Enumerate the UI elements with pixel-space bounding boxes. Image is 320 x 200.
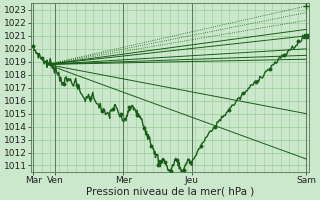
X-axis label: Pression niveau de la mer( hPa ): Pression niveau de la mer( hPa ) xyxy=(86,187,254,197)
